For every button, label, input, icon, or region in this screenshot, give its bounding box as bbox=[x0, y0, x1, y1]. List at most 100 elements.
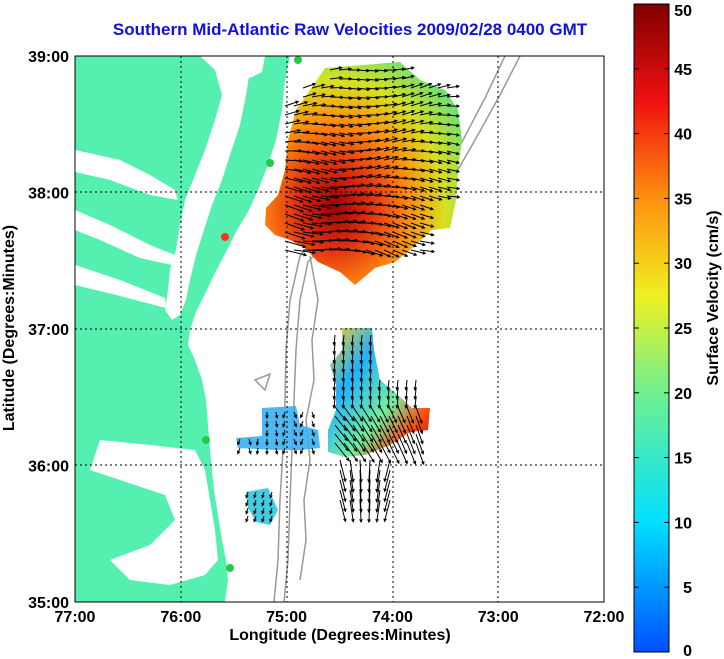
velocity-vector bbox=[401, 101, 416, 107]
y-axis-ticks: 39:00 38:00 37:00 36:00 35:00 bbox=[28, 49, 69, 612]
velocity-vector bbox=[383, 479, 391, 503]
colorbar-tick-label: 15 bbox=[674, 451, 692, 468]
velocity-vector bbox=[386, 397, 391, 410]
velocity-vector bbox=[320, 186, 339, 191]
velocity-vector bbox=[284, 128, 302, 134]
velocity-vector bbox=[428, 150, 443, 155]
velocity-vector bbox=[302, 195, 322, 203]
velocity-vector bbox=[419, 110, 434, 116]
velocity-vector bbox=[332, 388, 337, 401]
velocity-vector bbox=[299, 411, 304, 419]
velocity-vector bbox=[392, 240, 409, 248]
velocity-vector bbox=[410, 195, 426, 202]
velocity-vector bbox=[334, 442, 350, 462]
velocity-vector bbox=[329, 141, 346, 147]
velocity-vector bbox=[392, 213, 409, 220]
velocity-vector bbox=[284, 100, 300, 107]
velocity-vector bbox=[383, 249, 400, 258]
x-tick-label: 74:00 bbox=[372, 609, 413, 626]
velocity-vector bbox=[329, 132, 346, 138]
x-tick-label: 77:00 bbox=[55, 609, 96, 626]
velocity-vector bbox=[406, 424, 416, 445]
velocity-vector bbox=[383, 165, 400, 170]
velocity-vector bbox=[401, 195, 417, 201]
velocity-vector bbox=[352, 415, 364, 433]
velocity-vector bbox=[410, 177, 426, 183]
velocity-vector bbox=[320, 132, 337, 138]
velocity-vector bbox=[375, 489, 381, 513]
velocity-vector bbox=[392, 119, 407, 125]
velocity-vector bbox=[359, 379, 364, 392]
velocity-vector bbox=[428, 177, 443, 183]
chesapeake-tributary bbox=[75, 150, 178, 200]
velocity-vector bbox=[311, 204, 332, 210]
velocity-vector bbox=[284, 177, 304, 184]
velocity-vector bbox=[428, 102, 443, 107]
velocity-vector bbox=[293, 447, 298, 455]
velocity-vector bbox=[293, 101, 309, 107]
velocity-vector bbox=[349, 489, 355, 513]
velocity-vector bbox=[284, 138, 302, 143]
velocity-vector bbox=[329, 159, 347, 165]
velocity-vector bbox=[392, 128, 407, 134]
velocity-vector bbox=[356, 182, 374, 188]
x-tick-label: 76:00 bbox=[160, 609, 201, 626]
velocity-vector bbox=[392, 156, 408, 161]
velocity-vector bbox=[293, 110, 310, 116]
velocity-vector bbox=[401, 128, 416, 134]
velocity-vector bbox=[282, 447, 286, 455]
velocity-vector bbox=[350, 397, 355, 410]
velocity-vector bbox=[261, 515, 265, 523]
colorbar-tick-label: 20 bbox=[674, 386, 692, 403]
velocity-vector bbox=[401, 249, 418, 256]
chesapeake-tributary bbox=[75, 265, 166, 308]
radar-station bbox=[266, 159, 274, 167]
velocity-vector bbox=[343, 442, 358, 462]
velocity-vector bbox=[332, 379, 337, 392]
velocity-vector bbox=[248, 447, 252, 455]
velocity-vector bbox=[374, 146, 390, 152]
velocity-vector bbox=[410, 82, 424, 89]
velocity-vector bbox=[367, 499, 371, 524]
velocity-vector bbox=[299, 447, 304, 455]
velocity-vector bbox=[383, 459, 391, 483]
velocity-vector bbox=[339, 499, 347, 523]
velocity-vector bbox=[401, 119, 416, 125]
velocity-vector bbox=[392, 222, 409, 230]
velocity-vector bbox=[401, 74, 415, 80]
radar-station bbox=[221, 233, 229, 241]
velocity-vector bbox=[428, 159, 443, 165]
velocity-vector bbox=[401, 222, 417, 230]
velocity-vector bbox=[397, 442, 408, 465]
velocity-vector bbox=[320, 168, 338, 174]
velocity-vector bbox=[343, 433, 358, 452]
velocity-vector bbox=[392, 249, 409, 257]
velocity-vector bbox=[274, 411, 279, 419]
velocity-vector bbox=[359, 343, 364, 356]
velocity-vector bbox=[338, 150, 356, 155]
velocity-vector bbox=[410, 119, 425, 125]
velocity-vector bbox=[413, 388, 418, 401]
velocity-vector bbox=[437, 83, 451, 89]
velocity-vector bbox=[428, 168, 443, 174]
velocity-vector bbox=[320, 195, 340, 200]
velocity-vector bbox=[401, 92, 415, 98]
velocity-vector bbox=[410, 231, 426, 238]
velocity-vector bbox=[374, 164, 391, 170]
velocity-vector bbox=[293, 420, 298, 428]
velocity-vector bbox=[311, 141, 329, 147]
velocity-vector bbox=[419, 120, 434, 125]
velocity-vector bbox=[338, 141, 355, 146]
velocity-vector bbox=[338, 114, 354, 119]
velocity-vector bbox=[352, 424, 365, 443]
velocity-vector bbox=[437, 186, 452, 192]
velocity-vector bbox=[383, 137, 399, 143]
velocity-vector bbox=[284, 249, 308, 257]
velocity-vector bbox=[311, 438, 315, 446]
velocity-vector bbox=[410, 129, 425, 134]
velocity-vector bbox=[269, 499, 273, 507]
velocity-vector bbox=[388, 433, 399, 454]
velocity-vector bbox=[446, 84, 461, 89]
velocity-vector bbox=[293, 249, 317, 255]
velocity-vector bbox=[347, 123, 363, 128]
